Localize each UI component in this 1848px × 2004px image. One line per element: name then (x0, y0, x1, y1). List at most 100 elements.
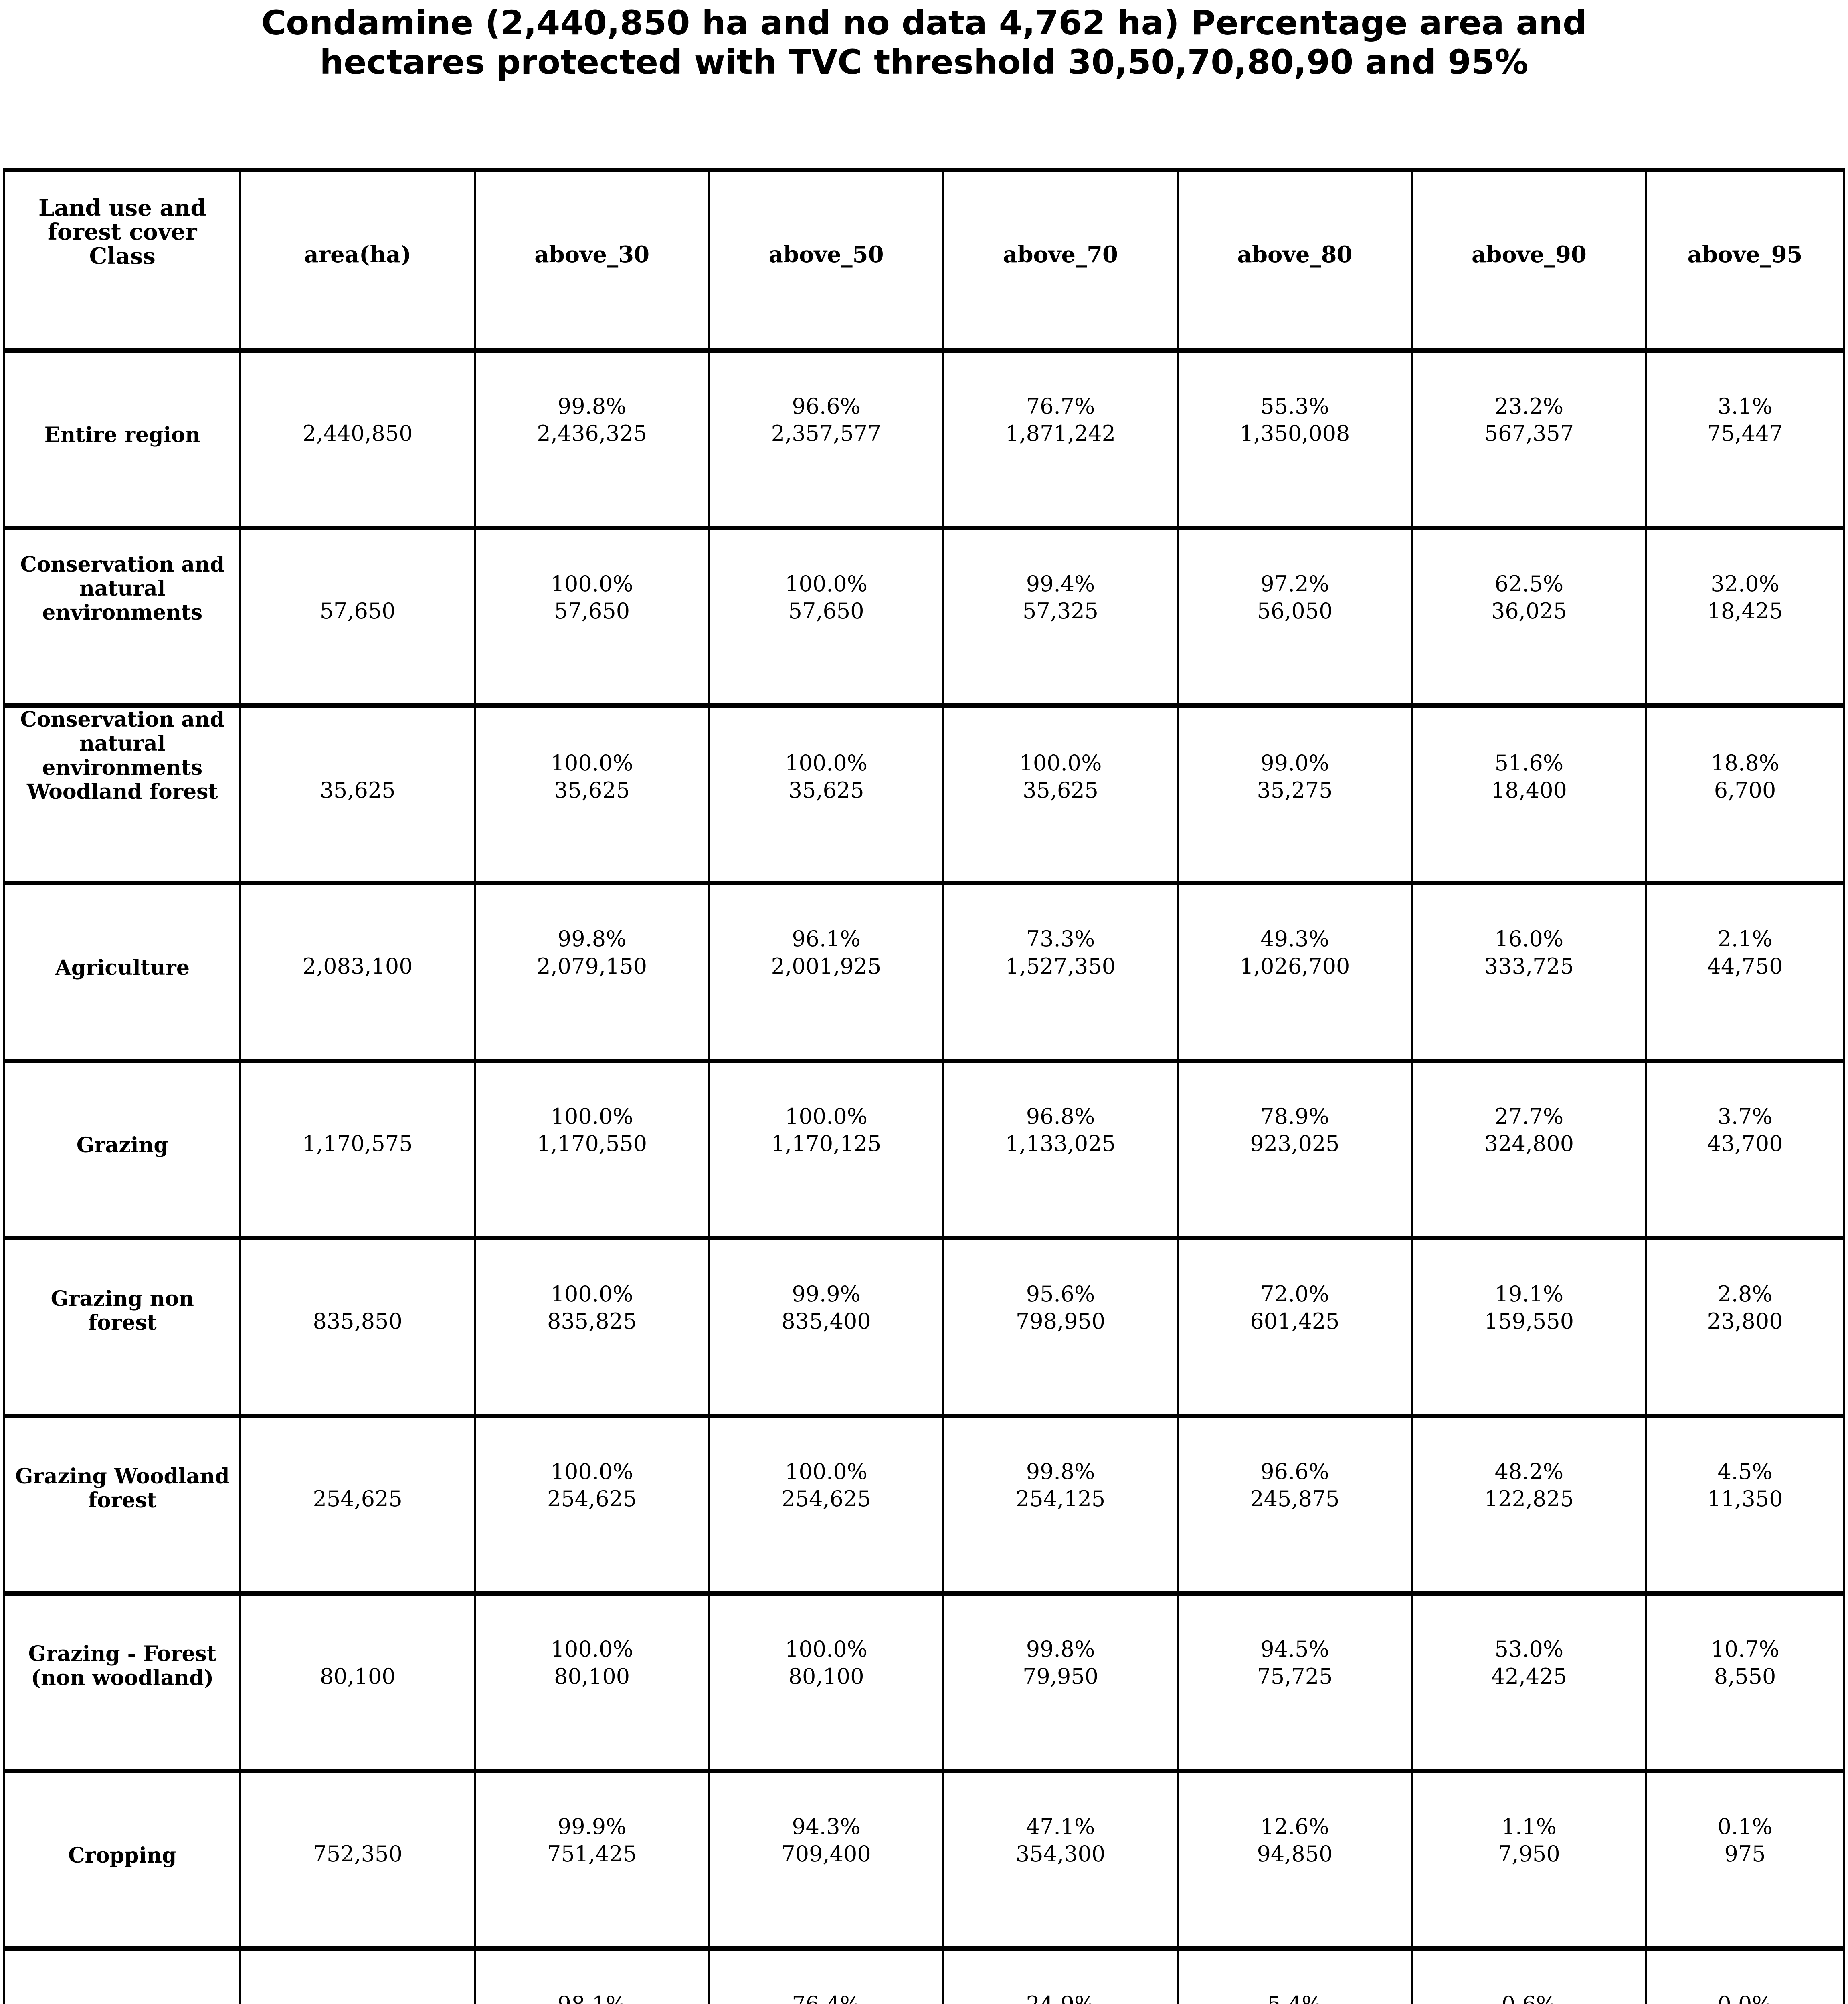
percent-value: 100.0% (785, 1459, 868, 1484)
percent-value: 94.5% (1260, 1636, 1329, 1662)
header-label: above_80 (1237, 241, 1353, 268)
threshold-cell-above-90: 48.2% 122,825 (1411, 1418, 1645, 1591)
hectares-value: 2,357,577 (771, 421, 882, 446)
percent-value: 0.1% (1717, 1814, 1773, 1839)
row-label: Entire region (44, 423, 200, 447)
percent-value: 62.5% (1494, 571, 1564, 596)
hectares-value: 7,950 (1498, 1841, 1560, 1867)
hectares-value: 35,275 (1257, 778, 1333, 803)
hectares-value: 44,750 (1707, 954, 1783, 979)
percent-value: 76.7% (1026, 394, 1095, 419)
threshold-cell-above-80: 99.0% 35,275 (1177, 708, 1411, 883)
hectares-value: 354,300 (1015, 1841, 1106, 1867)
threshold-cell-above-70: 99.8% 254,125 (942, 1418, 1177, 1591)
percent-value: 100.0% (550, 1104, 633, 1129)
area-cell: 254,625 (239, 1418, 473, 1591)
threshold-cell-above-95: 10.7% 8,550 (1645, 1596, 1843, 1769)
percent-value: 5.4% (1267, 1991, 1322, 2004)
area-value: 57,650 (319, 598, 396, 624)
threshold-cell-above-70: 99.8% 79,950 (942, 1596, 1177, 1769)
hectares-value: 35,625 (1023, 778, 1099, 803)
area-value: 35,625 (319, 778, 396, 803)
threshold-cell-above-80: 97.2% 56,050 (1177, 530, 1411, 703)
hectares-value: 122,825 (1484, 1486, 1574, 1511)
area-value: 2,440,850 (302, 421, 413, 446)
row-label: Grazing non forest (51, 1287, 194, 1335)
threshold-cell-above-90: 16.0% 333,725 (1411, 885, 1645, 1059)
data-table: Land use and forest cover Class area(ha)… (3, 168, 1845, 2004)
header-label: above_50 (768, 241, 884, 268)
hectares-value: 57,650 (554, 598, 630, 624)
threshold-cell-above-80: 96.6% 245,875 (1177, 1418, 1411, 1591)
threshold-cell-above-80: 5.4%8,700 (1177, 1951, 1411, 2004)
percent-value: 99.8% (557, 926, 627, 951)
row-label: Conservation and natural environments Wo… (20, 707, 225, 804)
percent-value: 53.0% (1494, 1636, 1564, 1662)
threshold-cell-above-90: 53.0% 42,425 (1411, 1596, 1645, 1769)
threshold-cell-above-70: 47.1% 354,300 (942, 1773, 1177, 1946)
percent-value: 100.0% (785, 1636, 868, 1662)
percent-value: 99.8% (1026, 1459, 1095, 1484)
percent-value: 32.0% (1711, 571, 1779, 596)
area-cell: 35,625 (239, 708, 473, 883)
header-label: above_70 (1003, 241, 1118, 268)
threshold-cell-above-90: 23.2% 567,357 (1411, 353, 1645, 526)
hectares-value: 18,400 (1491, 778, 1567, 803)
percent-value: 10.7% (1711, 1636, 1779, 1662)
percent-value: 96.8% (1026, 1104, 1095, 1129)
header-label: area(ha) (304, 241, 412, 268)
table-row: Conservation and natural environments Wo… (5, 703, 1843, 883)
hectares-value: 709,400 (781, 1841, 871, 1867)
area-value: 80,100 (319, 1664, 396, 1689)
percent-value: 4.5% (1717, 1459, 1773, 1484)
area-cell: 159,900 (239, 1951, 473, 2004)
threshold-cell-above-95: 2.1% 44,750 (1645, 885, 1843, 1059)
percent-value: 100.0% (550, 1459, 633, 1484)
threshold-cell-above-50: 96.6% 2,357,577 (708, 353, 942, 526)
percent-value: 100.0% (785, 571, 868, 596)
threshold-cell-above-30: 98.1%156,900 (473, 1951, 708, 2004)
hectares-value: 75,447 (1707, 421, 1783, 446)
percent-value: 0.6% (1502, 1991, 1557, 2004)
hectares-value: 1,871,242 (1005, 421, 1116, 446)
threshold-cell-above-90: 19.1% 159,550 (1411, 1240, 1645, 1414)
hectares-value: 6,700 (1714, 778, 1776, 803)
hectares-value: 601,425 (1250, 1309, 1340, 1334)
row-label-cell: Grazing - Forest (non woodland) (5, 1596, 239, 1769)
header-label: above_90 (1472, 241, 1587, 268)
row-label-cell: Conservation and natural environments Wo… (5, 708, 239, 883)
row-label-cell: Grazing non forest (5, 1240, 239, 1414)
percent-value: 0.0% (1717, 1991, 1772, 2004)
hectares-value: 245,875 (1250, 1486, 1340, 1511)
threshold-cell-above-70: 99.4% 57,325 (942, 530, 1177, 703)
threshold-cell-above-70: 100.0% 35,625 (942, 708, 1177, 883)
table-header-row: Land use and forest cover Class area(ha)… (5, 172, 1843, 348)
threshold-cell-above-70: 73.3% 1,527,350 (942, 885, 1177, 1059)
hectares-value: 56,050 (1257, 598, 1333, 624)
row-label-cell: Entire region (5, 353, 239, 526)
hectares-value: 1,527,350 (1005, 954, 1116, 979)
percent-value: 73.3% (1026, 926, 1095, 951)
table-row: Agriculture 2,083,100 99.8% 2,079,150 96.… (5, 881, 1843, 1059)
threshold-cell-above-70: 96.8% 1,133,025 (942, 1063, 1177, 1236)
header-cell-above-30: above_30 (473, 172, 708, 348)
header-cell-above-90: above_90 (1411, 172, 1645, 348)
hectares-value: 923,025 (1250, 1131, 1340, 1156)
area-value: 752,350 (313, 1841, 402, 1867)
table-row: Grazing non forest 835,850 100.0% 835,825… (5, 1236, 1843, 1414)
area-cell: 2,083,100 (239, 885, 473, 1059)
threshold-cell-above-80: 49.3% 1,026,700 (1177, 885, 1411, 1059)
hectares-value: 751,425 (547, 1841, 637, 1867)
area-value: 1,170,575 (302, 1131, 413, 1156)
hectares-value: 57,325 (1023, 598, 1099, 624)
table-row: Entire region 2,440,850 99.8% 2,436,325 9… (5, 348, 1843, 526)
threshold-cell-above-30: 100.0% 35,625 (473, 708, 708, 883)
threshold-cell-above-95: 3.1% 75,447 (1645, 353, 1843, 526)
percent-value: 3.1% (1717, 394, 1773, 419)
percent-value: 97.2% (1260, 571, 1329, 596)
row-label-cell: Grazing (5, 1063, 239, 1236)
hectares-value: 254,625 (547, 1486, 637, 1511)
hectares-value: 42,425 (1491, 1664, 1567, 1689)
hectares-value: 2,001,925 (771, 954, 882, 979)
hectares-value: 80,100 (788, 1664, 864, 1689)
